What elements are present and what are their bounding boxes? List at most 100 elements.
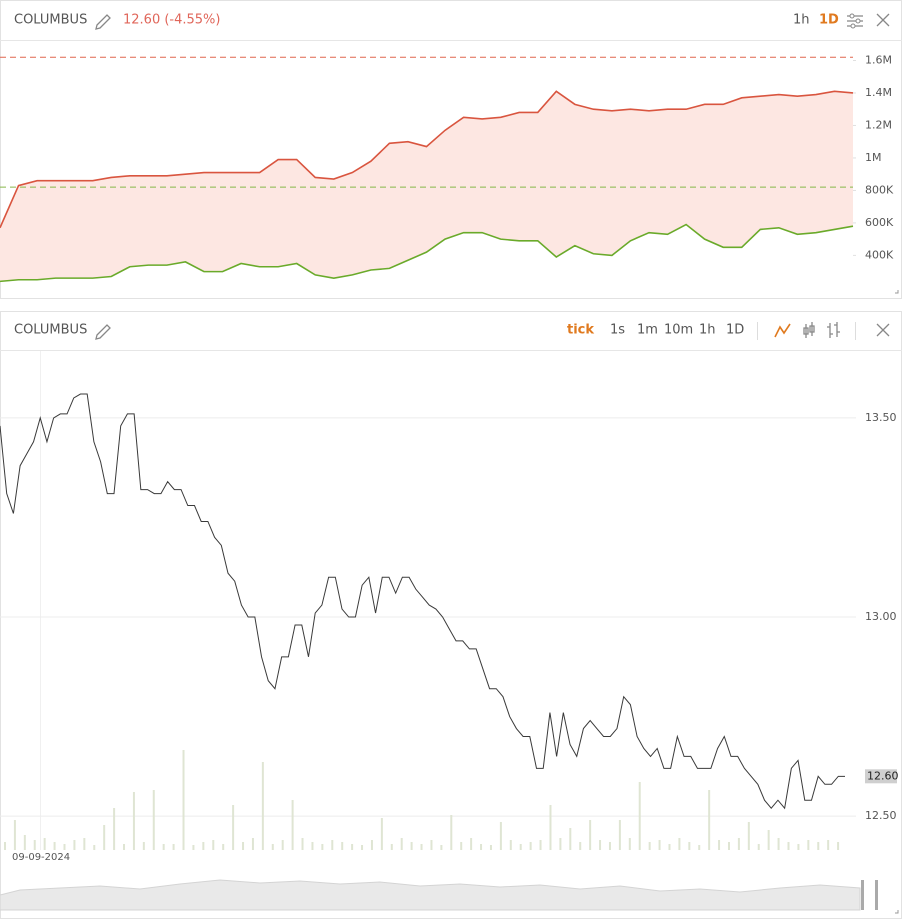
volume-bar <box>668 844 671 850</box>
range-fill <box>0 91 853 282</box>
series-line <box>0 90 854 229</box>
volume-bar <box>370 840 373 850</box>
volume-bar <box>529 842 532 850</box>
volume-bar <box>341 842 344 850</box>
y-tick-label: 13.00 <box>865 610 897 623</box>
volume-bar <box>261 762 264 850</box>
y-tick-label: 400K <box>865 248 894 261</box>
volume-bar <box>380 818 383 850</box>
bar-chart-icon[interactable] <box>827 322 840 338</box>
volume-bar <box>718 840 721 850</box>
interval-button[interactable]: 1m <box>637 323 658 338</box>
volume-bar <box>172 844 175 850</box>
symbol: COLUMBUS <box>14 13 87 28</box>
volume-bar <box>589 820 592 850</box>
volume-bar <box>450 815 453 850</box>
volume-bar <box>182 750 185 850</box>
resize-handle <box>895 910 899 914</box>
close-icon[interactable] <box>876 13 890 27</box>
last-price-label: 12.60 <box>867 769 899 782</box>
volume-bar <box>777 838 780 850</box>
last-price-box <box>865 769 897 784</box>
volume-bar <box>430 840 433 850</box>
volume-bar <box>817 842 820 850</box>
symbol: COLUMBUS <box>14 323 87 338</box>
volume-bar <box>440 845 443 850</box>
volume-bar <box>242 842 245 850</box>
interval-button[interactable]: 10m <box>664 323 693 338</box>
volume-bar <box>807 840 810 850</box>
volume-bar <box>33 840 36 850</box>
volume-bar <box>827 840 830 850</box>
volume-bar <box>480 844 483 850</box>
volume-bar <box>688 842 691 850</box>
volume-bar <box>103 825 106 850</box>
interval-group: 1h 1D <box>793 13 839 28</box>
navigator <box>0 879 861 911</box>
volume-bar <box>73 840 76 850</box>
interval-group: tick 1s 1m 10m 1h 1D <box>567 323 744 338</box>
volume-bar <box>400 838 403 850</box>
volume-bar <box>579 842 582 850</box>
edit-icon[interactable] <box>95 324 111 340</box>
volume-bar <box>251 838 254 850</box>
volume-bar <box>311 842 314 850</box>
volume-bar <box>767 830 770 850</box>
volume-bar <box>708 790 711 850</box>
volume-bar <box>608 842 611 850</box>
line-chart-icon[interactable] <box>774 323 791 338</box>
volume-bar <box>837 842 840 850</box>
interval-button[interactable]: 1D <box>726 323 744 338</box>
price-line <box>0 393 845 810</box>
volume-bar <box>13 820 16 850</box>
candle-chart-icon[interactable] <box>803 322 815 338</box>
volume-bar <box>599 840 602 850</box>
volume-bar <box>737 838 740 850</box>
volume-bar <box>152 790 155 850</box>
interval-button[interactable]: 1s <box>610 323 625 338</box>
volume-bar <box>727 842 730 850</box>
edit-icon[interactable] <box>95 14 111 30</box>
volume-bar <box>123 844 126 850</box>
volume-bar <box>361 845 364 850</box>
volume-bar <box>291 800 294 850</box>
resize-handle <box>895 290 899 294</box>
volume-bar <box>390 844 393 850</box>
settings-icon[interactable] <box>847 13 863 29</box>
volume-bar <box>787 842 790 850</box>
navigator-handle[interactable] <box>861 880 864 910</box>
interval-button[interactable]: 1D <box>819 13 839 28</box>
volume-bar <box>648 842 651 850</box>
interval-button[interactable]: 1h <box>793 13 810 28</box>
volume-bar <box>321 844 324 850</box>
volume-bar <box>222 844 225 850</box>
volume-bar <box>678 838 681 850</box>
volume-bar <box>420 844 423 850</box>
volume-bar <box>301 838 304 850</box>
y-tick-label: 800K <box>865 183 894 196</box>
volume-bar <box>628 838 631 850</box>
volume-bar <box>132 792 135 850</box>
volume-bar <box>509 840 512 850</box>
volume-bar <box>539 840 542 850</box>
volume-bar <box>638 782 641 850</box>
volume-bar <box>23 835 26 850</box>
volume-bar <box>4 842 6 850</box>
navigator-handle[interactable] <box>875 880 878 910</box>
volume-bar <box>470 838 473 850</box>
volume-bar <box>202 842 205 850</box>
volume-bar <box>549 805 552 850</box>
volume-bar <box>460 842 463 850</box>
volume-bar <box>757 844 760 850</box>
interval-button[interactable]: 1h <box>699 323 716 338</box>
volume-bar <box>351 844 354 850</box>
y-tick-label: 1.6M <box>865 53 892 66</box>
y-tick-label: 1.4M <box>865 86 892 99</box>
y-tick-label: 1.2M <box>865 118 892 131</box>
interval-button[interactable]: tick <box>567 323 594 338</box>
volume-bar <box>232 805 235 850</box>
close-icon[interactable] <box>876 323 890 337</box>
volume-bar <box>43 838 46 850</box>
volume-bar <box>658 840 661 850</box>
